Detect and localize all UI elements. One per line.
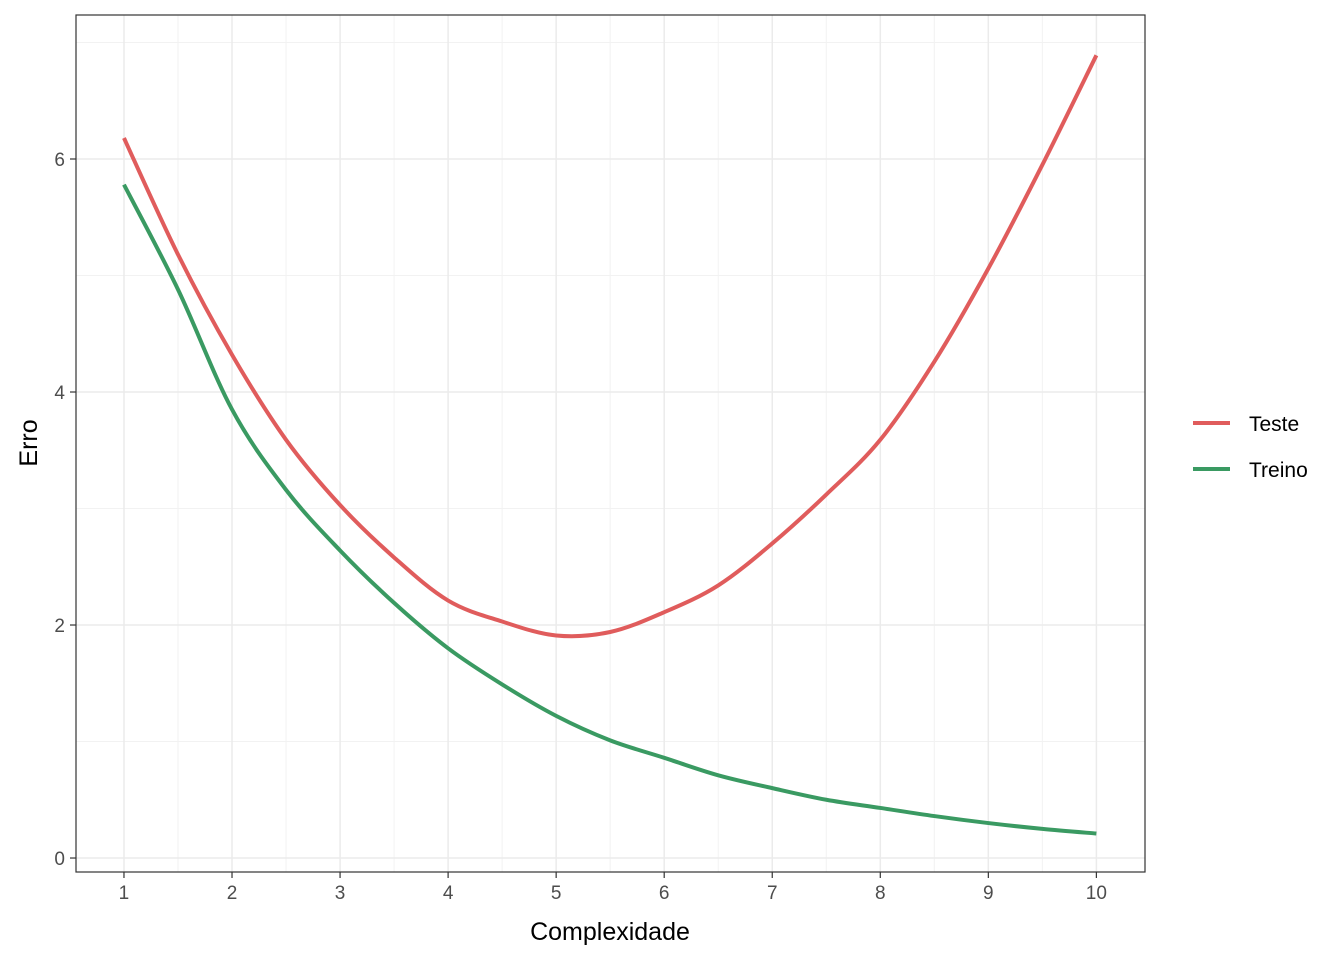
series-line-teste <box>122 54 1099 639</box>
x-tick-label: 8 <box>875 883 886 904</box>
x-tick-label: 3 <box>335 883 346 904</box>
x-tick-label: 10 <box>1086 883 1107 904</box>
x-tick-label: 2 <box>227 883 238 904</box>
legend-label: Teste <box>1249 413 1299 436</box>
x-tick-label: 4 <box>443 883 454 904</box>
grid <box>76 15 1145 872</box>
y-tick-label: 6 <box>54 150 65 171</box>
y-tick-label: 0 <box>54 849 65 870</box>
y-axis-label: Erro <box>15 419 43 466</box>
legend-label: Treino <box>1249 459 1308 482</box>
y-tick-label: 4 <box>54 383 65 404</box>
series-lines <box>122 54 1099 836</box>
x-tick-label: 9 <box>983 883 994 904</box>
axis-ticks: 1 2 3 4 5 6 7 8 9 10 0 2 4 6 <box>54 150 1107 904</box>
x-tick-label: 7 <box>767 883 778 904</box>
x-tick-label: 6 <box>659 883 670 904</box>
x-tick-label: 5 <box>551 883 562 904</box>
panel-border <box>75 14 1146 873</box>
series-line-treino <box>122 183 1097 836</box>
x-axis-label: Complexidade <box>530 918 690 946</box>
legend: Teste Treino <box>1193 413 1308 482</box>
y-tick-label: 2 <box>54 616 65 637</box>
x-tick-label: 1 <box>119 883 130 904</box>
